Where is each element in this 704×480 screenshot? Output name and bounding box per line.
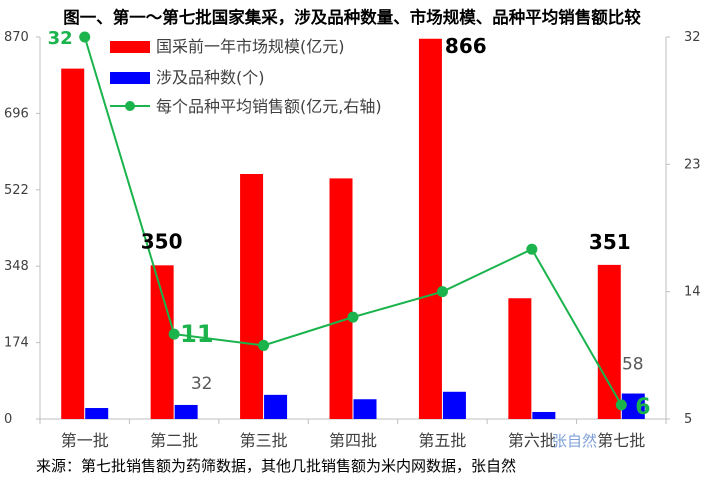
category-label: 第四批 (329, 431, 377, 450)
avg-sales-point (168, 328, 180, 340)
right-tick-label: 14 (684, 285, 701, 300)
product-count-bar (532, 411, 556, 419)
avg-sales-point (615, 399, 627, 411)
avg-sales-point (347, 311, 359, 323)
product-count-bar (621, 393, 645, 419)
market-size-bar (418, 38, 442, 420)
avg-sales-point (526, 243, 538, 255)
left-tick-label: 348 (4, 259, 29, 274)
source-note: 来源：第七批销售额为药筛数据，其他几批销售额为米内网数据，张自然 (36, 457, 517, 475)
data-label: 350 (141, 229, 183, 253)
category-label: 第三批 (240, 431, 288, 450)
left-tick-label: 0 (4, 412, 12, 427)
product-count-bar (85, 408, 109, 419)
left-tick-label: 870 (4, 30, 29, 45)
market-size-bar (240, 173, 264, 419)
right-tick-label: 23 (684, 157, 701, 172)
right-tick-label: 5 (684, 412, 692, 427)
watermark: 张自然 (552, 432, 597, 450)
chart-title: 图一、第一～第七批国家集采，涉及品种数量、市场规模、品种平均销售额比较 (63, 8, 641, 27)
product-count-bar (174, 404, 198, 419)
category-label: 第二批 (150, 431, 198, 450)
category-label: 第一批 (61, 431, 109, 450)
market-size-bar (329, 178, 353, 419)
product-count-bar (442, 391, 466, 419)
data-label: 866 (445, 34, 487, 58)
legend-label: 每个品种平均销售额(亿元,右轴) (156, 97, 382, 116)
data-label: 351 (589, 230, 631, 254)
data-label: 58 (622, 355, 644, 375)
legend-swatch-product-count (110, 72, 150, 84)
avg-sales-point (436, 286, 448, 298)
legend-swatch-market-size (110, 41, 150, 53)
avg-sales-point (258, 339, 270, 351)
category-label: 第七批 (597, 431, 645, 450)
data-label: 11 (180, 320, 213, 348)
market-size-bar (61, 68, 85, 419)
left-tick-label: 522 (4, 183, 29, 198)
market-size-bar (597, 264, 621, 419)
data-label: 6 (635, 395, 650, 420)
market-size-bar (150, 265, 174, 419)
market-size-bar (508, 298, 532, 419)
product-count-bar (264, 394, 288, 419)
category-label: 第五批 (418, 431, 466, 450)
left-tick-label: 696 (4, 106, 29, 121)
data-label: 32 (48, 28, 73, 49)
category-label: 第六批 (508, 431, 556, 450)
avg-sales-point (79, 31, 91, 43)
legend-label: 涉及品种数(个) (156, 68, 265, 87)
left-tick-label: 174 (4, 336, 29, 351)
right-tick-label: 32 (684, 30, 701, 45)
data-label: 32 (191, 374, 213, 394)
legend-swatch-avg-point (125, 101, 135, 111)
legend-label: 国采前一年市场规模(亿元) (156, 37, 345, 56)
product-count-bar (353, 399, 377, 419)
